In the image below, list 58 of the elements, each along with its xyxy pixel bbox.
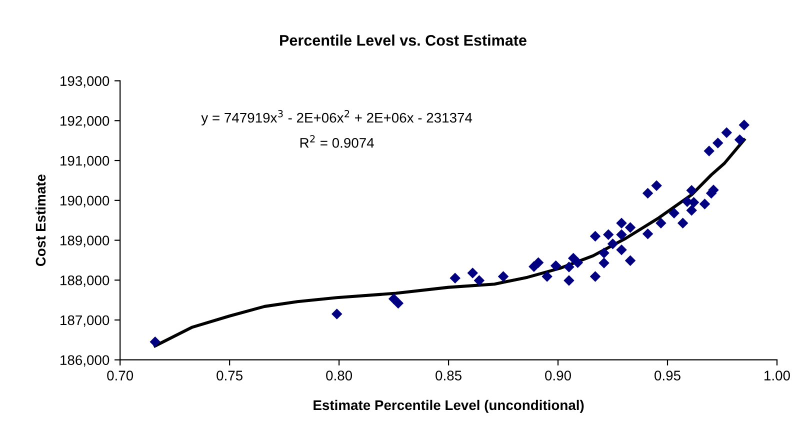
point (668, 208, 680, 219)
point (474, 275, 485, 286)
x-tick-label: 1.00 (764, 370, 790, 380)
point (564, 262, 574, 272)
point (642, 188, 654, 199)
point (498, 271, 509, 282)
point (150, 336, 161, 348)
point (624, 255, 636, 266)
point (677, 218, 688, 228)
point (598, 248, 610, 258)
point (564, 275, 574, 286)
point (699, 198, 710, 210)
point (550, 260, 562, 272)
point (590, 271, 601, 282)
point (616, 244, 627, 256)
x-axis-title: Estimate Percentile Level (unconditional) (314, 400, 584, 413)
point (686, 204, 697, 216)
y-tick-label: 192,000 (60, 116, 110, 128)
y-tick-label: 191,000 (60, 156, 110, 168)
point (467, 268, 478, 278)
point (616, 218, 627, 228)
point (624, 222, 636, 233)
point (686, 185, 697, 196)
y-tick-label: 187,000 (60, 315, 110, 327)
point (542, 271, 552, 282)
y-tick-label: 189,000 (60, 236, 110, 248)
point (738, 120, 750, 130)
point (598, 258, 610, 268)
x-tick-label: 0.75 (216, 370, 243, 380)
annotation: y = 747919x$^{3}$ - 2E+06x$^{2}$ + 2E+06x - 231374 (201, 110, 472, 126)
point (642, 228, 654, 240)
y-tick-label: 190,000 (60, 196, 110, 208)
point (656, 218, 666, 228)
y-tick-label: 193,000 (60, 76, 110, 88)
point (616, 229, 627, 240)
point (704, 146, 714, 156)
point (331, 308, 342, 320)
point (450, 272, 460, 284)
point (734, 134, 746, 146)
point (712, 138, 724, 148)
x-tick-label: 0.70 (107, 370, 134, 380)
x-tick-label: 0.90 (545, 370, 571, 380)
chart-title: Percentile Level vs. Cost Estimate (280, 34, 526, 46)
point (721, 127, 732, 138)
point (603, 229, 614, 240)
point (572, 257, 584, 268)
x-tick-label: 0.80 (326, 370, 352, 380)
x-tick-label: 0.85 (436, 370, 462, 380)
point (590, 230, 601, 242)
y-tick-label: 186,000 (60, 355, 110, 367)
annotation: R$^{2}$ = 0.9074 (300, 135, 374, 148)
point (532, 257, 544, 268)
y-axis-title: Cost Estimate (35, 174, 46, 266)
point (607, 238, 618, 250)
x-tick-label: 0.95 (654, 370, 680, 380)
point (651, 180, 662, 192)
point (392, 298, 404, 309)
y-tick-label: 188,000 (60, 275, 110, 287)
